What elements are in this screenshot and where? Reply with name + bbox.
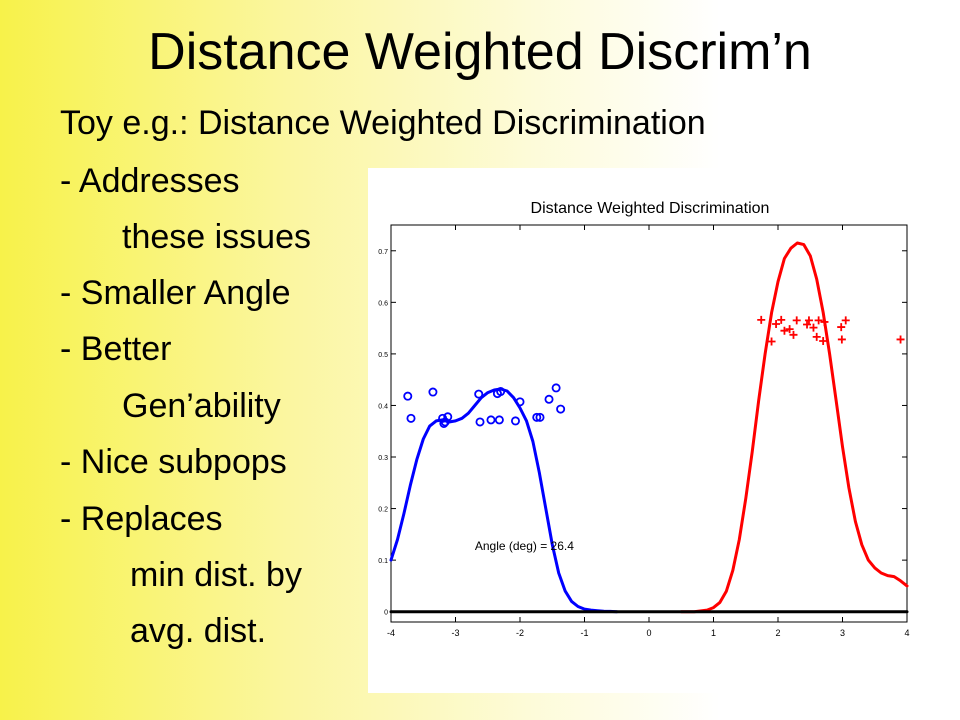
scatter-point-plus <box>896 335 905 344</box>
y-tick-label: 0.1 <box>378 558 388 565</box>
scatter-point-circle <box>510 416 520 426</box>
scatter-point-plus <box>777 315 786 324</box>
scatter-point-circle <box>406 413 416 423</box>
scatter-point-plus <box>841 316 850 325</box>
y-tick-label: 0.4 <box>378 403 388 410</box>
angle-annotation: Angle (deg) = 26.4 <box>475 539 574 553</box>
scatter-point-circle <box>544 394 554 404</box>
scatter-point-circle <box>556 404 566 414</box>
scatter-point-circle <box>535 412 545 422</box>
chart-title: Distance Weighted Discrimination <box>531 200 770 217</box>
scatter-point-plus <box>792 316 801 325</box>
x-tick-label: -1 <box>580 628 588 638</box>
scatter-point-plus <box>837 323 846 332</box>
bullet-line-2: - Addresses <box>60 162 240 200</box>
bullet-line-7: - Nice subpops <box>60 443 287 481</box>
scatter-point-circle <box>532 412 542 422</box>
bullet-line-1: Toy e.g.: Distance Weighted Discriminati… <box>60 104 706 142</box>
bullet-line-4: - Smaller Angle <box>60 274 291 312</box>
scatter-point-plus <box>820 317 829 326</box>
scatter-point-plus <box>812 332 821 341</box>
scatter-point-circle <box>496 387 506 397</box>
scatter-point-plus <box>789 330 798 339</box>
scatter-point-plus <box>772 319 781 328</box>
scatter-point-plus <box>767 337 776 346</box>
dwd-chart: Distance Weighted Discrimination -4 -3 -2 -… <box>378 200 909 638</box>
scatter-point-plus <box>804 316 813 325</box>
y-tick-label: 0.5 <box>378 352 388 359</box>
x-tick-label: 2 <box>775 628 780 638</box>
scatter-point-plus <box>780 326 789 335</box>
x-tick-label: 3 <box>840 628 845 638</box>
bullet-line-5: - Better <box>60 330 172 368</box>
scatter-point-plus <box>757 315 766 324</box>
bullet-line-9: min dist. by <box>130 556 302 594</box>
plot-area-frame <box>390 224 908 623</box>
y-tick-label: 0.3 <box>378 455 388 462</box>
scatter-point-circle <box>475 417 485 427</box>
density-curve-3 <box>679 241 909 614</box>
x-tick-label: 0 <box>646 628 651 638</box>
bullet-line-3: these issues <box>122 218 311 256</box>
x-tick-label: 4 <box>904 628 909 638</box>
y-tick-label: 0 <box>384 610 388 617</box>
scatter-point-circle <box>443 412 453 422</box>
x-tick-label: -2 <box>516 628 524 638</box>
scatter-point-plus <box>814 316 823 325</box>
scatter-point-plus <box>809 323 818 332</box>
scatter-point-plus <box>803 320 812 329</box>
chart-panel: Distance Weighted Discrimination -4 -3 -2 -… <box>368 168 928 693</box>
x-tick-label: -3 <box>451 628 459 638</box>
bullet-line-10: avg. dist. <box>130 612 267 650</box>
density-curve-2 <box>389 387 619 614</box>
y-tick-label: 0.2 <box>378 507 388 514</box>
x-tick-label: 1 <box>711 628 716 638</box>
x-tick-label: -4 <box>387 628 395 638</box>
bullet-line-6: Gen’ability <box>122 387 281 425</box>
scatter-point-plus <box>819 337 828 346</box>
scatter-point-circle <box>439 418 449 428</box>
slide-title: Distance Weighted Discrim’n <box>148 23 812 81</box>
scatter-point-circle <box>551 383 561 393</box>
scatter-point-circle <box>486 415 496 425</box>
scatter-point-circle <box>494 415 504 425</box>
scatter-point-circle <box>474 389 484 399</box>
y-tick-label: 0.7 <box>378 249 388 256</box>
bullet-line-8: - Replaces <box>60 500 223 538</box>
scatter-point-circle <box>403 391 413 401</box>
scatter-point-circle <box>515 397 525 407</box>
y-tick-label: 0.6 <box>378 300 388 307</box>
scatter-point-circle <box>428 387 438 397</box>
scatter-point-plus <box>785 325 794 334</box>
scatter-point-plus <box>837 335 846 344</box>
